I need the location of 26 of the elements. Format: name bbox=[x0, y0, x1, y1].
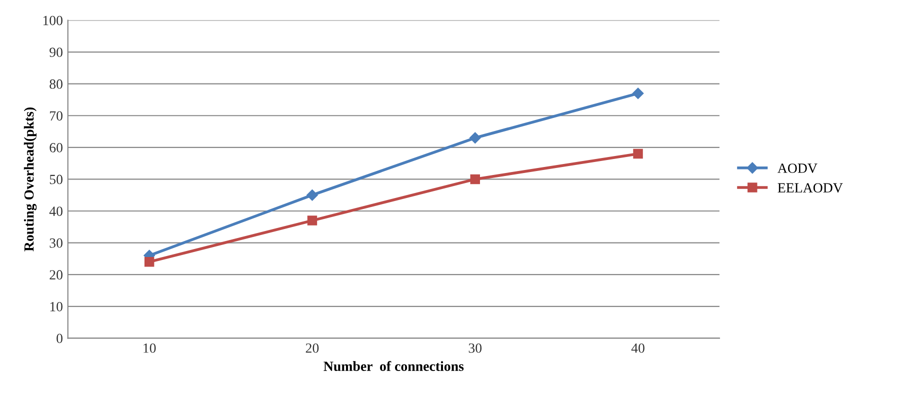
y-axis-title: Routing Overhead(pkts) bbox=[24, 107, 37, 252]
x-tick-label: 10 bbox=[144, 343, 156, 353]
y-tick-label: 90 bbox=[50, 48, 62, 57]
point bbox=[306, 190, 318, 201]
y-tick-label: 50 bbox=[50, 174, 62, 184]
y-tick-label: 30 bbox=[50, 238, 62, 248]
y-tick-label: 10 bbox=[50, 302, 62, 312]
x-tick-label: 30 bbox=[468, 343, 482, 353]
y-tick-label: 20 bbox=[50, 270, 62, 280]
legend-label: AODV bbox=[778, 164, 818, 173]
x-tick-label: 20 bbox=[306, 343, 319, 353]
point bbox=[307, 216, 318, 226]
y-tick-label: 60 bbox=[50, 143, 62, 152]
point bbox=[144, 257, 154, 267]
point bbox=[470, 174, 480, 184]
y-tick-label: 0 bbox=[56, 334, 62, 344]
point bbox=[633, 148, 643, 159]
y-tick-label: 70 bbox=[50, 111, 62, 121]
x-tick-label: 40 bbox=[631, 343, 644, 353]
y-tick-label: 40 bbox=[49, 206, 62, 216]
y-tick-label: 80 bbox=[50, 79, 62, 89]
y-tick-label: 100 bbox=[43, 16, 62, 26]
x-axis-title: Number of connections bbox=[324, 361, 464, 371]
point bbox=[470, 132, 481, 144]
legend-label: EELAODV bbox=[778, 183, 843, 193]
point bbox=[632, 88, 644, 99]
